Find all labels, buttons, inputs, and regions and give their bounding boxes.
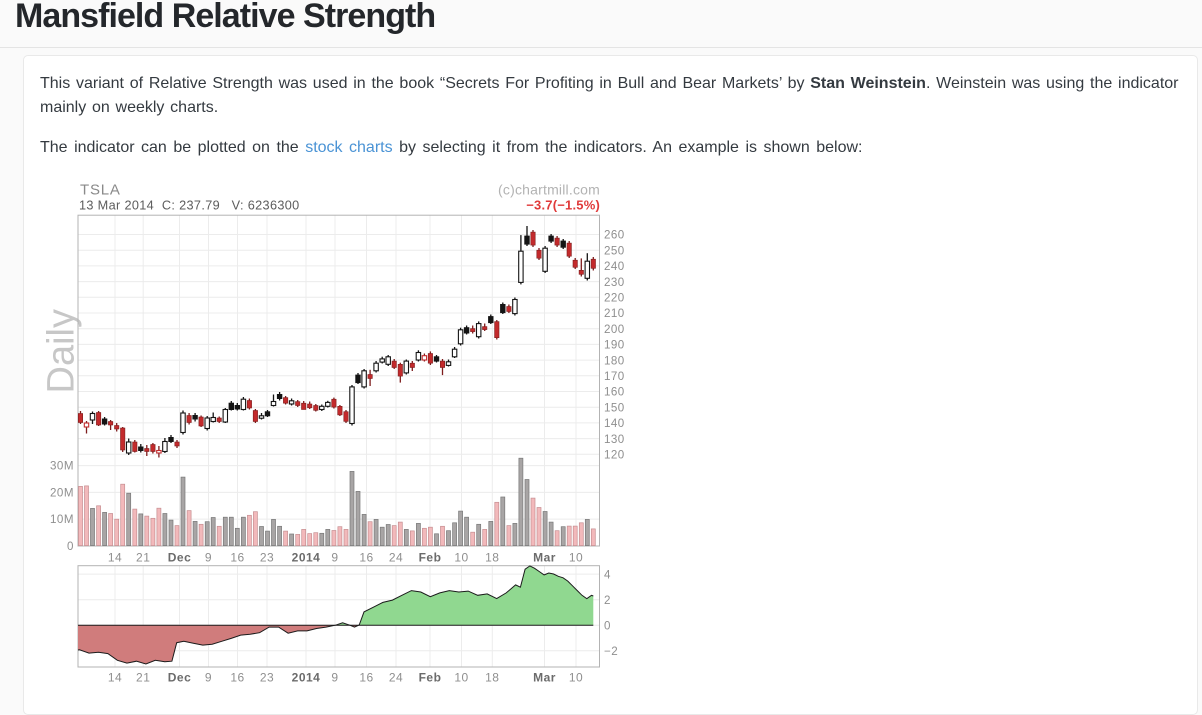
svg-text:16: 16 <box>359 551 373 565</box>
svg-text:24: 24 <box>389 670 403 684</box>
svg-text:Mar: Mar <box>533 670 556 684</box>
svg-text:10: 10 <box>569 551 583 565</box>
svg-text:23: 23 <box>260 670 274 684</box>
svg-text:10: 10 <box>569 670 583 684</box>
svg-text:210: 210 <box>604 307 625 320</box>
svg-text:10: 10 <box>454 551 468 565</box>
svg-text:14: 14 <box>108 670 122 684</box>
svg-text:Dec: Dec <box>168 551 192 565</box>
svg-text:240: 240 <box>604 260 625 273</box>
svg-text:TSLA: TSLA <box>80 182 121 199</box>
svg-text:18: 18 <box>485 670 499 684</box>
svg-text:20M: 20M <box>50 486 74 499</box>
svg-text:170: 170 <box>604 370 625 383</box>
svg-text:Dec: Dec <box>168 670 192 684</box>
svg-text:4: 4 <box>604 568 611 581</box>
svg-text:9: 9 <box>331 551 338 565</box>
svg-text:−3.7(−1.5%): −3.7(−1.5%) <box>526 198 600 213</box>
svg-text:180: 180 <box>604 354 625 367</box>
svg-text:16: 16 <box>230 551 244 565</box>
svg-text:120: 120 <box>604 449 625 462</box>
svg-text:23: 23 <box>260 551 274 565</box>
svg-text:2: 2 <box>604 594 611 607</box>
svg-text:16: 16 <box>359 670 373 684</box>
svg-text:14: 14 <box>108 551 122 565</box>
svg-text:9: 9 <box>331 670 338 684</box>
svg-text:0: 0 <box>604 619 611 632</box>
svg-text:Mar: Mar <box>533 551 556 565</box>
svg-text:220: 220 <box>604 292 625 305</box>
svg-text:2014: 2014 <box>292 551 321 565</box>
svg-text:9: 9 <box>205 551 212 565</box>
svg-text:21: 21 <box>136 551 150 565</box>
svg-text:190: 190 <box>604 339 625 352</box>
svg-text:18: 18 <box>485 551 499 565</box>
svg-text:Daily: Daily <box>41 309 83 393</box>
svg-text:260: 260 <box>604 229 625 242</box>
svg-text:16: 16 <box>230 670 244 684</box>
svg-text:140: 140 <box>604 417 625 430</box>
svg-text:10M: 10M <box>50 513 74 526</box>
svg-text:21: 21 <box>136 670 150 684</box>
svg-text:160: 160 <box>604 386 625 399</box>
svg-text:Feb: Feb <box>419 670 442 684</box>
svg-text:130: 130 <box>604 433 625 446</box>
svg-text:13 Mar 2014 C: 237.79 V: 62: 13 Mar 2014 C: 237.79 V: 6236300 <box>79 199 300 213</box>
svg-text:Feb: Feb <box>419 551 442 565</box>
svg-text:0: 0 <box>67 540 74 553</box>
svg-text:2014: 2014 <box>292 670 321 684</box>
svg-text:250: 250 <box>604 244 625 257</box>
svg-text:200: 200 <box>604 323 625 336</box>
svg-text:230: 230 <box>604 276 625 289</box>
svg-text:−2: −2 <box>604 645 618 658</box>
svg-text:30M: 30M <box>50 460 74 473</box>
svg-text:10: 10 <box>454 670 468 684</box>
svg-text:24: 24 <box>389 551 403 565</box>
svg-text:(c)chartmill.com: (c)chartmill.com <box>498 181 600 197</box>
svg-text:150: 150 <box>604 401 625 414</box>
svg-text:9: 9 <box>205 670 212 684</box>
